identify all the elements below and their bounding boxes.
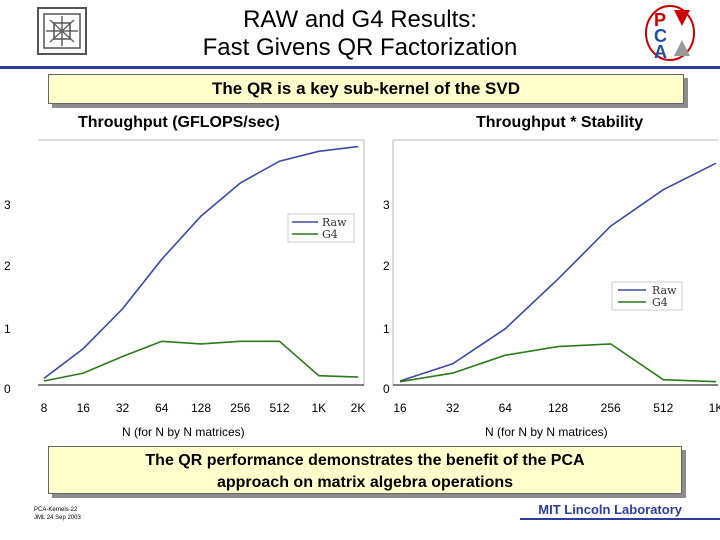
- right-y-tick-3: 3: [383, 198, 390, 212]
- pca-logo: P C A: [644, 4, 696, 62]
- left-y-tick-1: 1: [4, 322, 11, 336]
- slide-title-line2: Fast Givens QR Factorization: [202, 34, 518, 61]
- right-x-tick-256: 256: [601, 401, 621, 415]
- left-y-tick-3: 3: [4, 198, 11, 212]
- left-chart-title: Throughput (GFLOPS/sec): [78, 114, 280, 131]
- left-legend: Raw G4: [287, 213, 355, 243]
- right-legend: Raw G4: [611, 281, 683, 311]
- right-y-tick-1: 1: [383, 322, 390, 336]
- right-x-tick-32: 32: [446, 401, 460, 415]
- logo-letter-c: C: [654, 26, 667, 46]
- left-raw-line: [43, 145, 359, 380]
- subtitle-text: The QR is a key sub-kernel of the SVD: [212, 79, 520, 98]
- right-legend-g4: G4: [652, 296, 668, 309]
- left-x-tick-8: 8: [41, 401, 48, 415]
- right-raw-line: [399, 162, 717, 382]
- left-x-tick-64: 64: [155, 401, 169, 415]
- right-legend-raw: Raw: [652, 284, 677, 297]
- left-x-axis-label: N (for N by N matrices): [122, 425, 245, 439]
- subtitle-box: The QR is a key sub-kernel of the SVD: [48, 74, 684, 104]
- lincoln-logo: [36, 6, 88, 56]
- right-chart-title: Throughput * Stability: [476, 114, 644, 131]
- left-y-tick-0: 0: [4, 382, 11, 396]
- conclusion-line2: approach on matrix algebra operations: [216, 474, 514, 491]
- right-x-tick-512: 512: [653, 401, 673, 415]
- right-x-axis-label: N (for N by N matrices): [485, 425, 608, 439]
- logo-letter-p: P: [654, 10, 666, 30]
- left-x-tick-16: 16: [77, 401, 91, 415]
- right-x-tick-1K: 1K: [709, 401, 720, 415]
- conclusion-line1: The QR performance demonstrates the bene…: [145, 452, 585, 469]
- left-x-tick-128: 128: [191, 401, 211, 415]
- left-x-tick-512: 512: [269, 401, 289, 415]
- right-x-tick-64: 64: [499, 401, 513, 415]
- slide-title-line1: RAW and G4 Results:: [243, 6, 477, 33]
- left-x-tick-2K: 2K: [351, 401, 366, 415]
- left-g4-line: [43, 340, 359, 382]
- left-x-tick-32: 32: [116, 401, 130, 415]
- logo-letter-a: A: [654, 42, 667, 62]
- left-legend-raw: Raw: [322, 216, 347, 229]
- right-y-tick-0: 0: [383, 382, 390, 396]
- footer-id: PCA-Kernels-22: [34, 507, 78, 513]
- lab-name: MIT Lincoln Laboratory: [538, 502, 682, 517]
- right-x-tick-16: 16: [393, 401, 407, 415]
- right-x-ticks: 16 32 64 128 256 512 1K: [393, 401, 720, 415]
- conclusion-box: The QR performance demonstrates the bene…: [48, 446, 682, 494]
- left-y-tick-2: 2: [4, 259, 11, 273]
- left-chart: 0 1 2 3 8 16 32 64 128 256 512 1K 2K N (for N by…: [4, 139, 366, 439]
- left-x-tick-256: 256: [230, 401, 250, 415]
- right-y-tick-2: 2: [383, 259, 390, 273]
- right-x-tick-128: 128: [548, 401, 568, 415]
- right-chart: 0 1 2 3 16 32 64 128 256 512 1K N (for N by N …: [383, 139, 720, 439]
- footer-date: JML 24 Sep 2003: [34, 515, 81, 521]
- footer-rule: [520, 518, 720, 520]
- left-x-ticks: 8 16 32 64 128 256 512 1K 2K: [41, 401, 366, 415]
- right-g4-line: [399, 343, 717, 383]
- header-rule: [0, 66, 720, 69]
- left-legend-g4: G4: [322, 228, 338, 241]
- left-x-tick-1K: 1K: [311, 401, 326, 415]
